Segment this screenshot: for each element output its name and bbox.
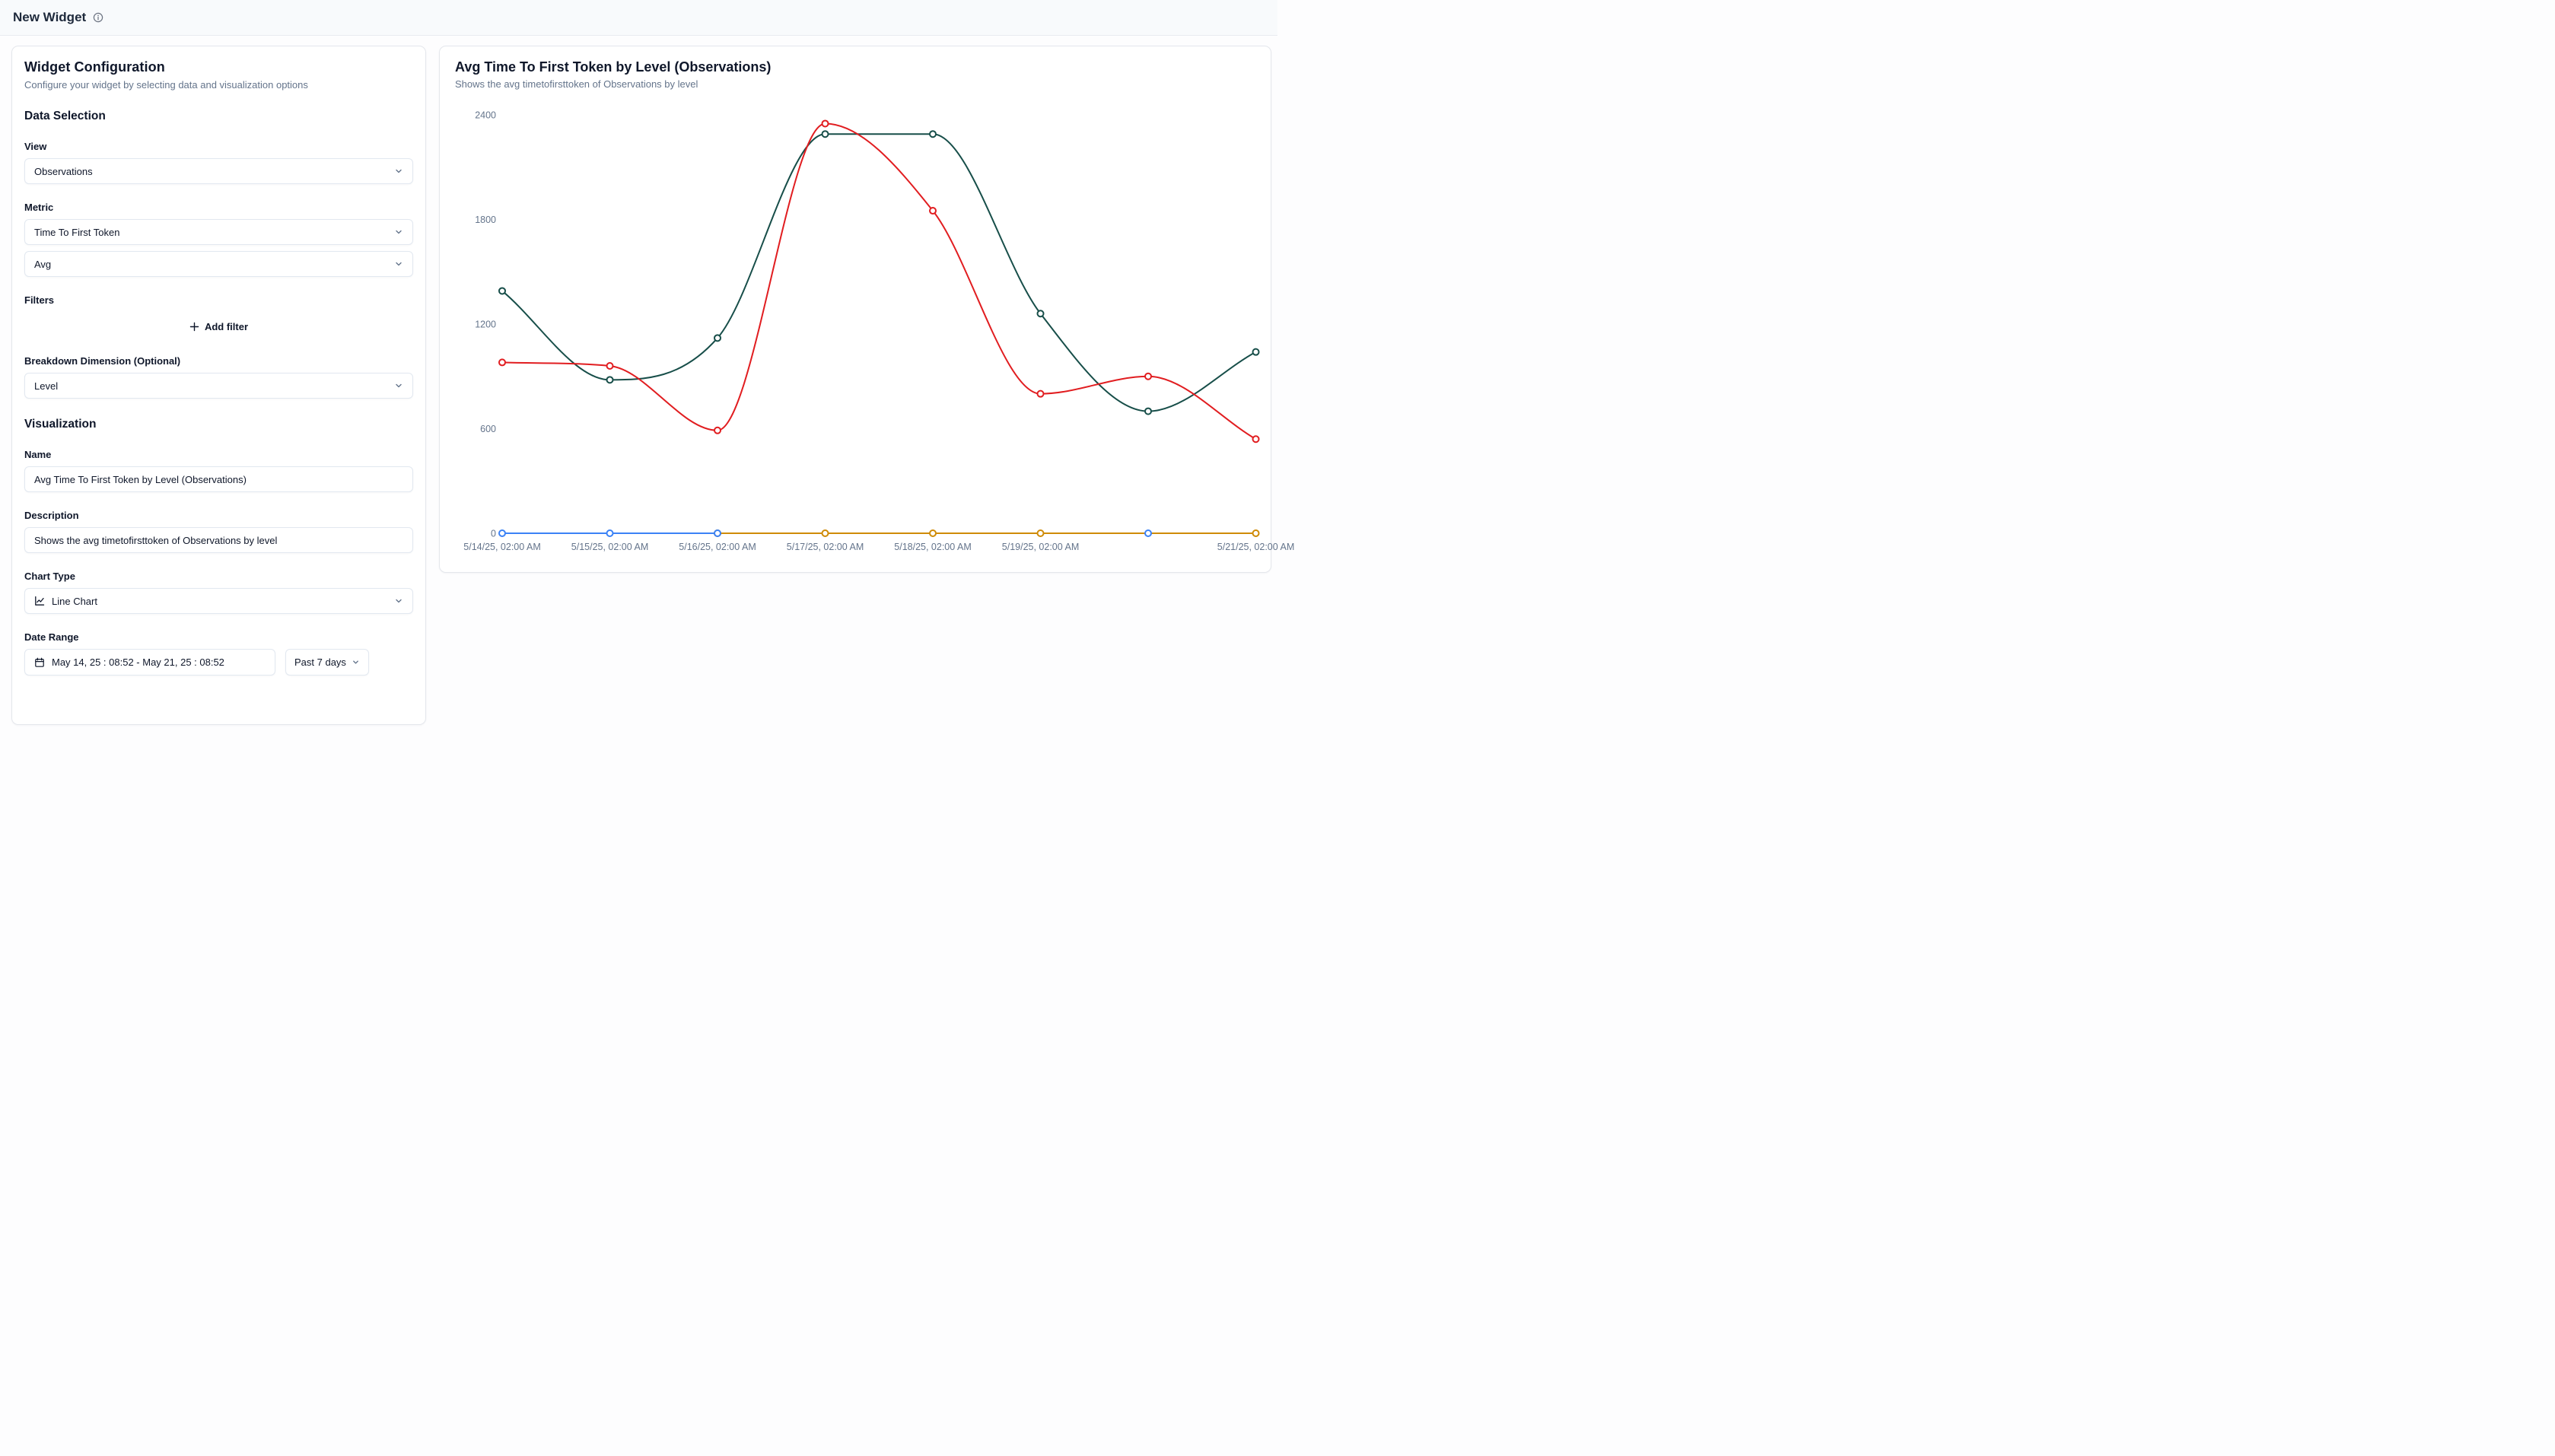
- y-axis-tick-label: 600: [480, 424, 496, 434]
- visualization-heading: Visualization: [24, 418, 97, 431]
- data-point-marker-teal-series: [1252, 348, 1260, 356]
- description-input-value: Shows the avg timetofirsttoken of Observ…: [34, 534, 278, 546]
- breakdown-select[interactable]: Level: [24, 373, 413, 399]
- data-point-marker-amber-zero-series: [1252, 529, 1260, 537]
- y-axis-tick-label: 2400: [475, 110, 496, 121]
- data-point-marker-teal-series: [1036, 310, 1045, 318]
- data-point-marker-red-series: [1144, 372, 1152, 380]
- description-label: Description: [24, 510, 79, 521]
- widget-configuration-panel: Widget Configuration Configure your widg…: [11, 46, 426, 725]
- metric-label: Metric: [24, 202, 54, 213]
- view-label: View: [24, 141, 47, 152]
- chevron-down-icon: [396, 262, 402, 266]
- x-axis-tick-label: 5/16/25, 02:00 AM: [679, 542, 756, 552]
- name-input-value: Avg Time To First Token by Level (Observ…: [34, 473, 247, 485]
- data-point-marker-teal-series: [606, 376, 614, 384]
- chevron-down-icon: [396, 169, 402, 173]
- x-axis-tick-label: 5/14/25, 02:00 AM: [463, 542, 540, 552]
- chevron-down-icon: [396, 599, 402, 603]
- config-panel-subtitle: Configure your widget by selecting data …: [24, 79, 308, 91]
- data-selection-heading: Data Selection: [24, 110, 106, 122]
- data-point-marker-amber-zero-series: [929, 529, 937, 537]
- data-point-marker-teal-series: [714, 334, 721, 342]
- data-point-marker-red-series: [821, 119, 829, 128]
- info-icon[interactable]: [93, 12, 103, 23]
- chevron-down-icon: [353, 660, 358, 664]
- aggregation-select[interactable]: Avg: [24, 251, 413, 277]
- x-axis-tick-label: 5/21/25, 02:00 AM: [1217, 542, 1294, 552]
- chevron-down-icon: [396, 383, 402, 388]
- data-point-marker-teal-series: [821, 130, 829, 138]
- date-preset-value: Past 7 days: [294, 656, 346, 668]
- add-filter-label: Add filter: [204, 320, 249, 332]
- series-line-red-series: [501, 122, 1257, 440]
- data-point-marker-teal-series: [1144, 407, 1152, 415]
- calendar-icon: [34, 657, 45, 668]
- line-chart-icon: [34, 596, 45, 606]
- y-axis-tick-label: 1200: [475, 319, 496, 330]
- description-input[interactable]: Shows the avg timetofirsttoken of Observ…: [24, 527, 413, 553]
- series-line-teal-series: [501, 133, 1257, 412]
- chart-type-select[interactable]: Line Chart: [24, 588, 413, 614]
- data-point-marker-teal-series: [498, 287, 506, 295]
- chart-title: Avg Time To First Token by Level (Observ…: [455, 59, 772, 75]
- data-point-marker-red-series: [714, 426, 721, 434]
- y-axis-tick-label: 1800: [475, 215, 496, 225]
- data-point-marker-red-series: [498, 358, 506, 367]
- date-range-button[interactable]: May 14, 25 : 08:52 - May 21, 25 : 08:52: [24, 649, 275, 676]
- data-point-marker-red-series: [1036, 389, 1045, 398]
- page-title: New Widget: [13, 10, 87, 24]
- x-axis-tick-label: 5/19/25, 02:00 AM: [1002, 542, 1079, 552]
- page-header: New Widget: [0, 0, 1278, 36]
- data-point-marker-teal-series: [929, 130, 937, 138]
- x-axis-tick-label: 5/17/25, 02:00 AM: [787, 542, 864, 552]
- chevron-down-icon: [396, 230, 402, 234]
- name-input[interactable]: Avg Time To First Token by Level (Observ…: [24, 466, 413, 492]
- x-axis-tick-label: 5/18/25, 02:00 AM: [894, 542, 971, 552]
- config-panel-title: Widget Configuration: [24, 59, 165, 75]
- breakdown-label: Breakdown Dimension (Optional): [24, 355, 181, 367]
- metric-select-value: Time To First Token: [34, 226, 120, 238]
- filters-label: Filters: [24, 294, 55, 306]
- data-point-marker-blue-zero-series: [1144, 529, 1152, 537]
- data-point-marker-blue-zero-series: [606, 529, 614, 537]
- metric-select[interactable]: Time To First Token: [24, 219, 413, 245]
- data-point-marker-red-series: [1252, 435, 1260, 443]
- data-point-marker-red-series: [929, 207, 937, 215]
- name-label: Name: [24, 449, 52, 460]
- data-point-marker-amber-zero-series: [1036, 529, 1045, 537]
- aggregation-select-value: Avg: [34, 258, 52, 270]
- view-select-value: Observations: [34, 165, 93, 177]
- x-axis-tick-label: 5/15/25, 02:00 AM: [571, 542, 648, 552]
- add-filter-button[interactable]: Add filter: [24, 315, 413, 338]
- chart-area: 0 600 1200 1800 2400 5/14/25, 02:00 AM 5/15/25…: [449, 100, 1294, 571]
- breakdown-select-value: Level: [34, 380, 59, 392]
- view-select[interactable]: Observations: [24, 158, 413, 184]
- plus-icon: [189, 322, 199, 332]
- chart-type-label: Chart Type: [24, 571, 75, 582]
- chart-type-select-value: Line Chart: [52, 595, 97, 607]
- chart-subtitle: Shows the avg timetofirsttoken of Observ…: [455, 78, 698, 90]
- date-range-value: May 14, 25 : 08:52 - May 21, 25 : 08:52: [52, 656, 224, 668]
- data-point-marker-amber-zero-series: [821, 529, 829, 537]
- line-chart-svg: 0 600 1200 1800 2400 5/14/25, 02:00 AM 5/15/25…: [463, 110, 1294, 553]
- data-point-marker-blue-zero-series: [498, 529, 506, 537]
- data-point-marker-blue-zero-series: [714, 529, 721, 537]
- date-range-label: Date Range: [24, 631, 79, 643]
- date-preset-button[interactable]: Past 7 days: [285, 649, 369, 676]
- data-point-marker-red-series: [606, 362, 614, 370]
- chart-preview-panel: Avg Time To First Token by Level (Observ…: [439, 46, 1294, 573]
- y-axis-tick-label: 0: [491, 529, 496, 539]
